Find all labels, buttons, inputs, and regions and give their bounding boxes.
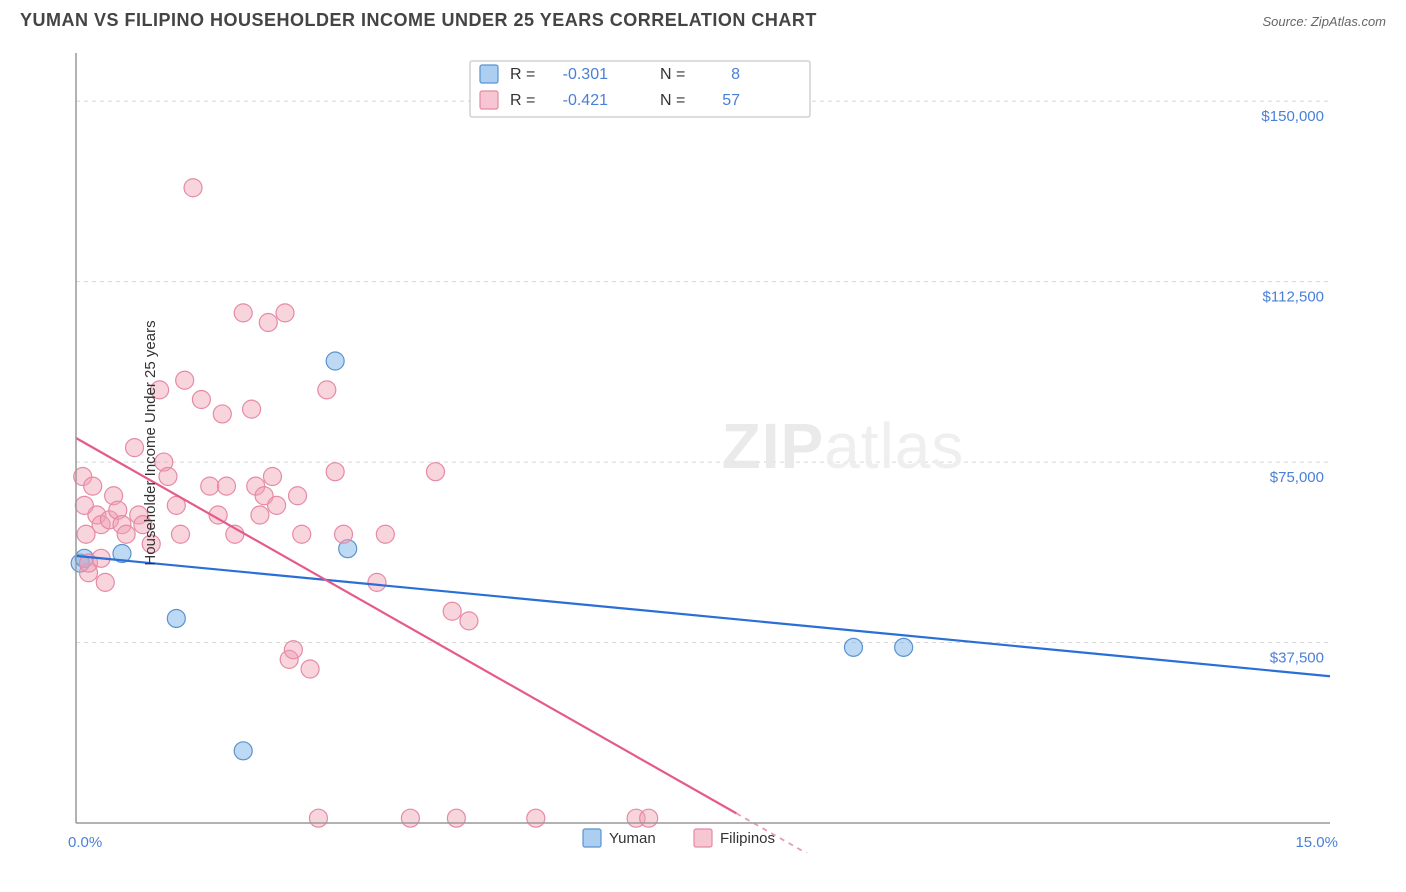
trendline-filipinos-extrapolated [736,813,995,853]
data-point [276,304,294,322]
legend-series-label: Yuman [609,830,656,847]
data-point [895,638,913,656]
data-point [844,638,862,656]
legend-r-value: -0.421 [563,92,608,109]
trendline-yuman [76,556,1330,676]
data-point [192,391,210,409]
data-point [167,609,185,627]
svg-text:ZIPatlas: ZIPatlas [722,410,965,482]
chart-source: Source: ZipAtlas.com [1262,14,1386,29]
y-tick-label: $75,000 [1270,469,1324,486]
data-point [284,641,302,659]
y-tick-label: $150,000 [1261,108,1324,125]
data-point [443,602,461,620]
data-point [326,352,344,370]
watermark: ZIPatlas [722,410,965,482]
legend-n-value: 57 [722,92,740,109]
data-point [251,506,269,524]
correlation-chart: $37,500 $75,000 $112,500 $150,000 ZIPatlas 0.… [20,33,1386,853]
x-tick-label: 0.0% [68,834,102,851]
data-point [318,381,336,399]
data-point [201,477,219,495]
data-point [259,314,277,332]
correlation-legend: R = -0.301 N = 8 R = -0.421 N = 57 [470,61,810,117]
x-tick-label: 15.0% [1295,834,1338,851]
data-point [376,525,394,543]
data-point [117,525,135,543]
data-point [184,179,202,197]
data-point [447,809,465,827]
data-point [335,525,353,543]
legend-r-value: -0.301 [563,66,608,83]
data-point [289,487,307,505]
y-axis-label: Householder Income Under 25 years [142,320,159,565]
data-point [309,809,327,827]
legend-swatch [583,829,601,847]
data-point [213,405,231,423]
y-tick-label: $37,500 [1270,650,1324,667]
legend-series-label: Filipinos [720,830,775,847]
data-point [159,468,177,486]
data-point [268,496,286,514]
data-point [126,439,144,457]
chart-title: YUMAN VS FILIPINO HOUSEHOLDER INCOME UND… [20,10,817,31]
chart-header: YUMAN VS FILIPINO HOUSEHOLDER INCOME UND… [0,0,1406,33]
data-point [96,573,114,591]
data-point [234,304,252,322]
data-point [217,477,235,495]
data-point [426,463,444,481]
data-point [84,477,102,495]
data-point [243,400,261,418]
legend-swatch [694,829,712,847]
series-legend: Yuman Filipinos [583,829,775,847]
data-point [527,809,545,827]
data-point [301,660,319,678]
data-point [293,525,311,543]
data-point [172,525,190,543]
data-point [234,742,252,760]
data-point [263,468,281,486]
legend-n-label: N = [660,92,685,109]
legend-n-label: N = [660,66,685,83]
legend-swatch [480,65,498,83]
data-point [176,371,194,389]
data-point [640,809,658,827]
data-point [460,612,478,630]
legend-swatch [480,91,498,109]
legend-r-label: R = [510,66,535,83]
legend-n-value: 8 [731,66,740,83]
data-point [401,809,419,827]
legend-r-label: R = [510,92,535,109]
data-point [326,463,344,481]
chart-area: Householder Income Under 25 years $37,50… [20,33,1386,853]
y-tick-label: $112,500 [1263,289,1324,306]
data-point [368,573,386,591]
